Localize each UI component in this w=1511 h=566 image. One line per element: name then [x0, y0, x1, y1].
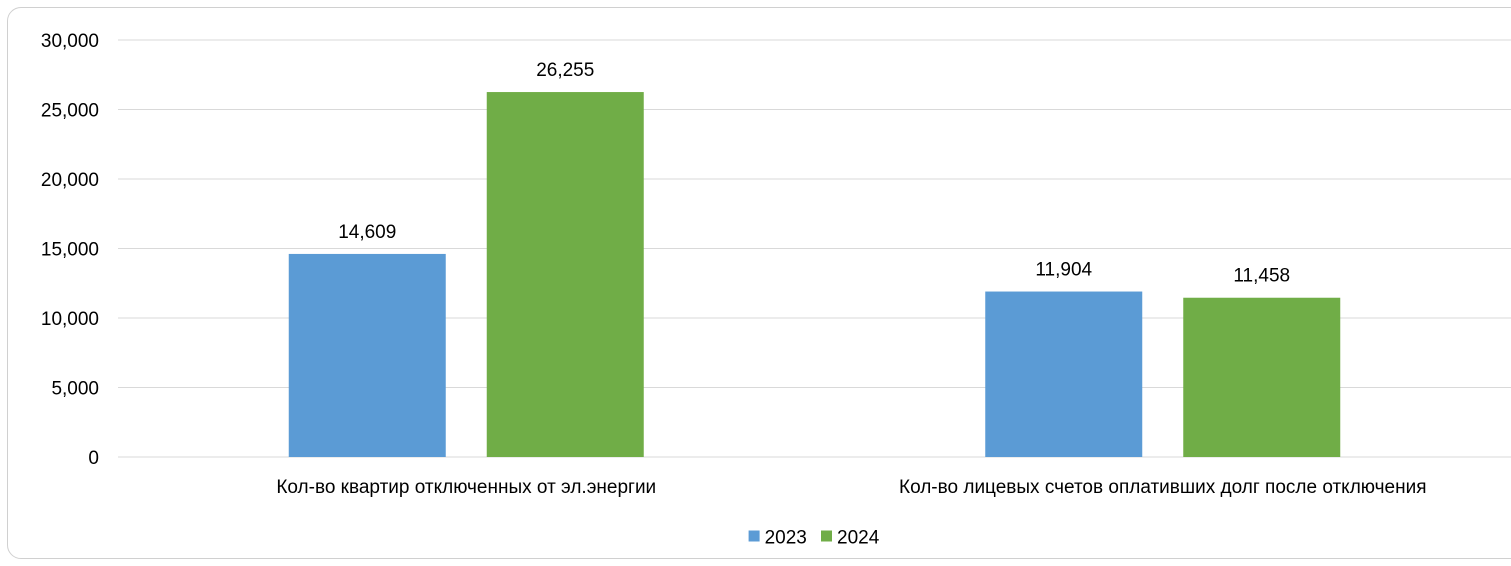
y-tick-label: 25,000 — [41, 101, 99, 122]
legend[interactable]: 2023 2024 — [748, 528, 880, 549]
category-label-1: Кол-во квартир отключенных от эл.энергии — [276, 477, 656, 498]
bar-2024-2 — [1183, 297, 1341, 457]
bar-2024-1 — [486, 92, 644, 458]
x-axis-categories: Кол-во квартир отключенных от эл.энергии… — [276, 477, 1426, 498]
bars — [288, 92, 1341, 458]
data-labels: 14,609 26,255 11,904 11,458 — [338, 60, 1290, 287]
data-label-2024-2: 11,458 — [1233, 266, 1290, 287]
data-label-2023-2: 11,904 — [1035, 260, 1092, 281]
bar-2023-1 — [288, 253, 446, 457]
legend-label-2024[interactable]: 2024 — [837, 528, 880, 549]
data-label-2024-1: 26,255 — [536, 60, 594, 81]
y-tick-label: 0 — [88, 448, 99, 469]
data-label-2023-1: 14,609 — [338, 222, 396, 243]
category-label-2: Кол-во лицевых счетов оплативших долг по… — [899, 477, 1426, 498]
legend-swatch-2023 — [748, 530, 760, 542]
y-tick-label: 20,000 — [41, 170, 99, 191]
y-tick-label: 30,000 — [41, 31, 99, 52]
y-tick-label: 15,000 — [41, 240, 99, 261]
chart-frame — [7, 7, 1511, 559]
y-tick-label: 10,000 — [41, 309, 99, 330]
legend-label-2023[interactable]: 2023 — [765, 528, 807, 549]
y-tick-label: 5,000 — [51, 379, 99, 400]
bar-2023-2 — [985, 291, 1143, 457]
y-axis-ticks: 0 5,000 10,000 15,000 20,000 25,000 30,000 — [41, 31, 99, 469]
legend-swatch-2024 — [821, 530, 832, 542]
